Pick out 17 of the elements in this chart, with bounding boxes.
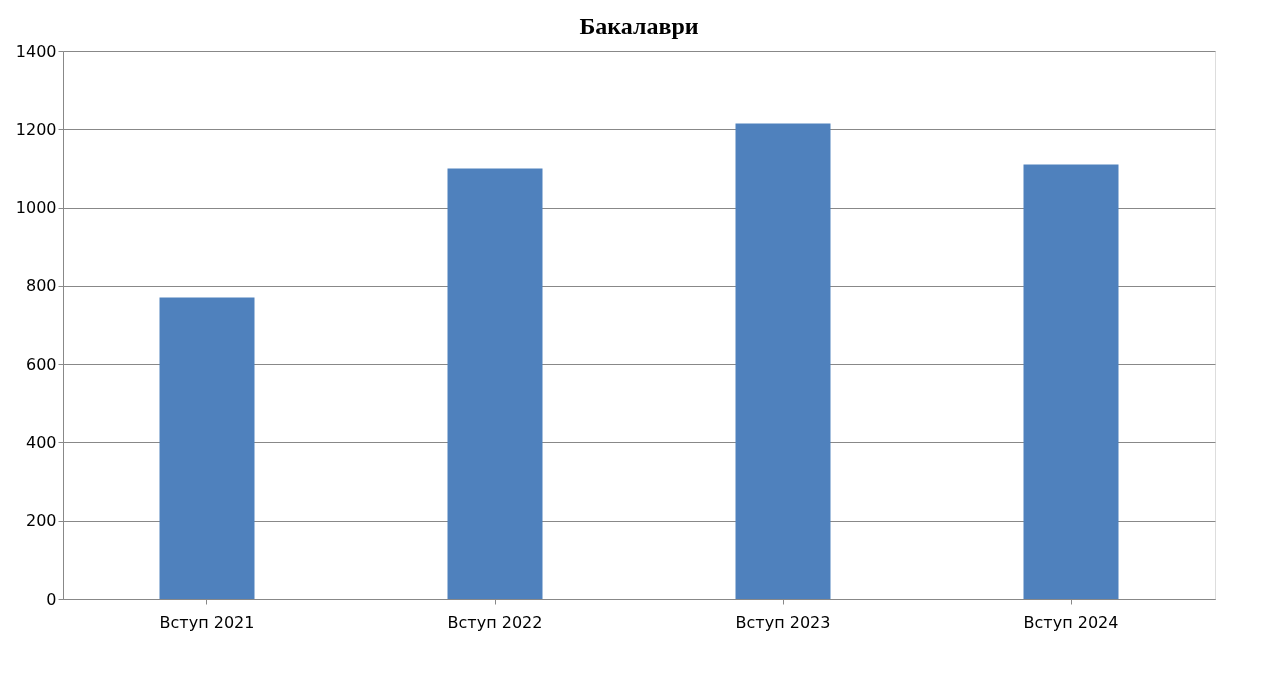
x-tick-label: Вступ 2022 — [447, 612, 543, 632]
y-tick-label: 400 — [25, 432, 57, 452]
y-tick-label: 800 — [25, 276, 57, 296]
y-tick-label: 200 — [25, 511, 57, 531]
bar — [735, 123, 831, 599]
bar — [1023, 164, 1119, 599]
chart-title: Бакалаври — [579, 13, 699, 39]
bar — [447, 168, 543, 599]
x-tick-label: Вступ 2024 — [1023, 612, 1119, 632]
y-tick-label: 1000 — [15, 198, 57, 218]
x-tick-label: Вступ 2021 — [159, 612, 255, 632]
y-tick-label: 600 — [25, 354, 57, 374]
y-tick-label: 0 — [46, 589, 57, 609]
bar — [159, 297, 255, 599]
y-tick-label: 1400 — [15, 41, 57, 61]
x-tick-label: Вступ 2023 — [735, 612, 831, 632]
y-tick-label: 1200 — [15, 119, 57, 139]
